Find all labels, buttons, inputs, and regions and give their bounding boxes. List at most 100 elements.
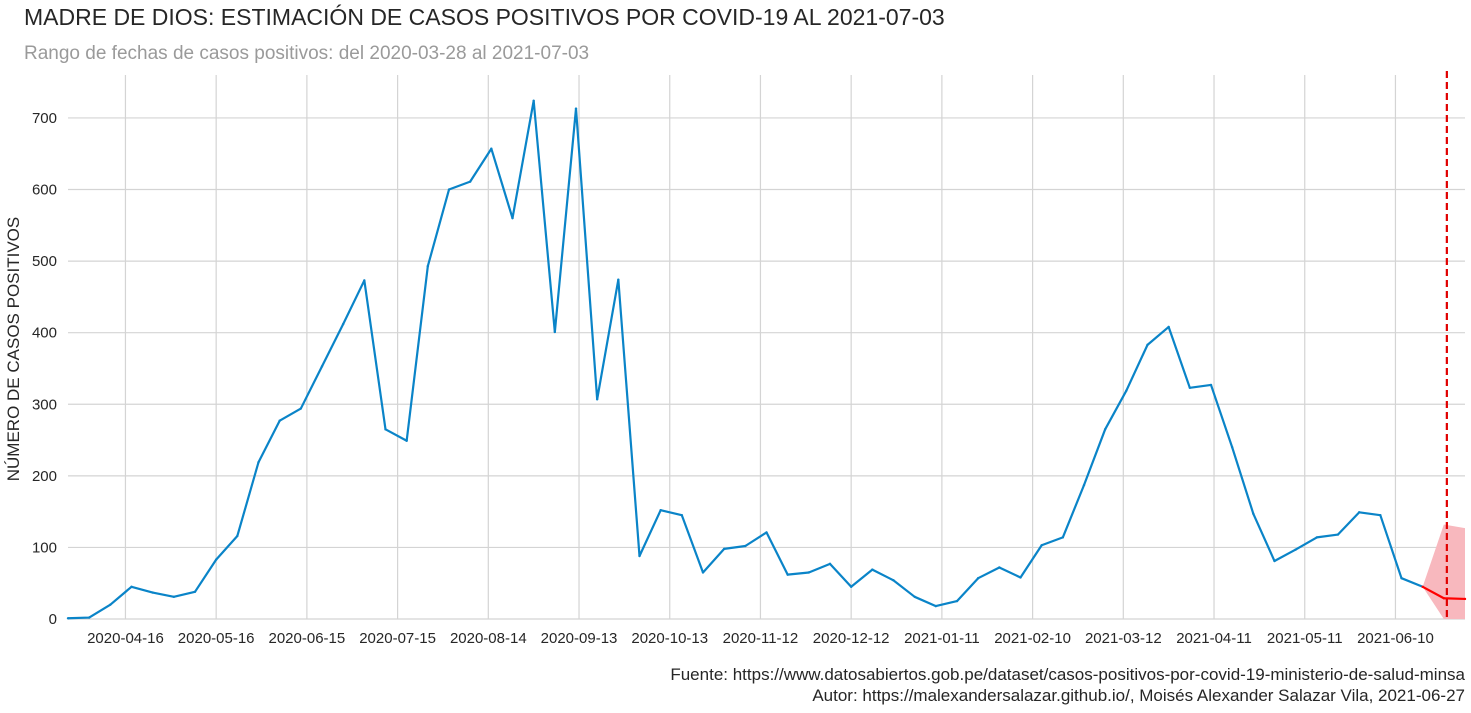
observed-point [638,554,641,558]
y-tick-label: 200 [32,468,57,485]
observed-point [659,509,662,512]
observed-point [1061,536,1065,539]
observed-point [1125,389,1128,392]
observed-point [447,188,451,191]
y-tick-label: 100 [32,539,57,556]
observed-point [511,216,514,220]
grid-lines [68,75,1465,620]
x-tick-label: 2020-11-12 [723,630,799,647]
x-tick-label: 2021-06-10 [1357,630,1434,647]
observed-point [680,514,684,517]
observed-point [151,591,154,594]
observed-point [341,322,345,326]
source-line: Fuente: https://www.datosabiertos.gob.pe… [670,665,1465,684]
observed-point [1230,446,1234,449]
observed-point [1357,511,1361,514]
observed-point [1188,386,1192,389]
y-tick-label: 0 [49,611,57,628]
observed-point [278,419,281,422]
observed-point [828,562,832,566]
x-axis-ticks: 2020-04-16 2020-05-16 2020-06-15 2020-07-15… [87,630,1434,647]
observed-point [1167,325,1170,329]
y-axis-ticks: 0 100 200 300 400 500 600 700 [32,110,57,628]
observed-point [765,531,768,534]
forecast-point [1463,597,1467,601]
forecast-point [1442,597,1446,600]
observed-point [405,439,408,442]
observed-cases-line [67,99,1424,620]
observed-point [299,407,303,410]
y-axis-label: NÚMERO DE CASOS POSITIVOS [4,217,23,482]
series-lines [66,99,1467,620]
observed-point [617,278,620,281]
x-tick-label: 2020-05-16 [178,630,255,647]
observed-point [998,566,1001,569]
observed-point [871,568,874,571]
observed-point [214,558,218,561]
observed-point [172,595,176,599]
x-tick-label: 2021-01-11 [904,630,980,647]
x-tick-label: 2020-06-15 [269,630,346,647]
forecast-confidence-band [1422,524,1465,619]
observed-point [384,428,387,431]
observed-point [1400,577,1403,580]
observed-point [955,599,959,603]
x-tick-label: 2020-04-16 [87,630,164,647]
observed-point [1082,483,1086,487]
observed-point [87,616,91,619]
x-tick-label: 2021-05-11 [1267,630,1343,647]
observed-point [1252,512,1255,515]
observed-point [849,585,853,588]
chart-subtitle: Rango de fechas de casos positivos: del … [24,43,590,64]
observed-point [574,107,578,110]
x-tick-label: 2020-10-13 [631,630,708,647]
observed-point [976,577,980,580]
x-tick-label: 2020-07-15 [359,630,436,647]
observed-point [236,534,239,538]
y-tick-label: 300 [32,396,57,413]
observed-point [109,603,112,606]
observed-point [595,398,599,401]
observed-point [1040,544,1043,547]
observed-point [1146,343,1149,347]
observed-point [320,365,324,368]
observed-point [426,264,430,268]
y-tick-label: 400 [32,325,57,342]
observed-point [1336,533,1340,536]
author-line: Autor: https://malexandersalazar.github.… [812,686,1465,705]
y-tick-label: 700 [32,110,57,127]
forecast-point [1421,585,1424,588]
y-tick-label: 600 [32,182,57,199]
observed-point [553,330,557,334]
observed-point [193,590,197,593]
forecast-band-layer [1422,524,1465,619]
x-tick-label: 2021-04-11 [1176,630,1252,647]
observed-point [744,544,747,548]
x-tick-label: 2020-09-13 [541,630,618,647]
x-tick-label: 2020-08-14 [450,630,527,647]
observed-point [913,595,916,599]
observed-point [1379,514,1382,517]
observed-point [468,180,472,183]
chart-title: MADRE DE DIOS: ESTIMACIÓN DE CASOS POSIT… [24,4,945,30]
x-tick-label: 2021-03-12 [1085,630,1162,647]
observed-point [1273,559,1276,563]
source-credits: Fuente: https://www.datosabiertos.gob.pe… [670,664,1465,706]
observed-point [1294,548,1297,551]
observed-point [363,279,366,282]
observed-point [532,99,535,102]
observed-point [934,604,938,608]
observed-point [1315,536,1319,539]
observed-point [130,585,133,588]
observed-point [257,461,260,464]
observed-point [892,579,895,582]
observed-point [722,547,726,551]
observed-point [807,571,811,574]
observed-point [1209,383,1213,387]
observed-point [701,571,705,574]
observed-point [786,573,789,576]
observed-point [1019,576,1022,579]
x-tick-label: 2021-02-10 [994,630,1071,647]
x-tick-label: 2020-12-12 [813,630,890,647]
